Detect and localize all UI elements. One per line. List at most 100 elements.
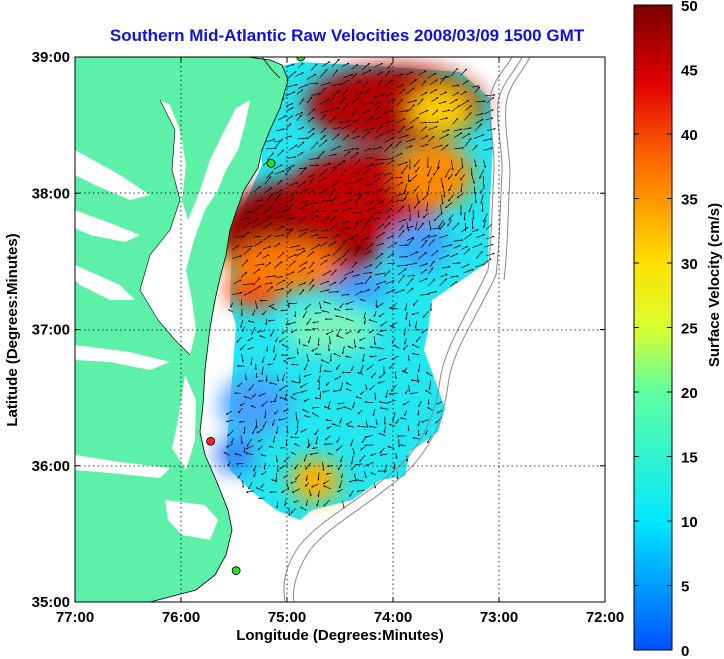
- velocity-arrow: [420, 143, 429, 148]
- velocity-arrow: [325, 419, 332, 422]
- velocity-arrow: [364, 183, 374, 186]
- velocity-arrow: [445, 168, 451, 178]
- station-marker: [231, 566, 241, 576]
- velocity-arrow: [264, 138, 276, 143]
- velocity-arrow: [233, 279, 242, 285]
- velocity-arrow: [342, 74, 354, 79]
- velocity-arrow: [363, 190, 371, 195]
- velocity-arrow: [385, 280, 395, 285]
- velocity-arrow: [340, 455, 343, 463]
- velocity-arrow: [438, 100, 447, 105]
- velocity-arrow: [336, 407, 344, 410]
- velocity-arrow: [464, 137, 472, 147]
- velocity-arrow: [409, 116, 419, 124]
- velocity-arrow: [317, 472, 320, 481]
- velocity-arrow: [395, 84, 405, 89]
- velocity-arrow: [320, 69, 328, 78]
- velocity-arrow: [375, 280, 387, 285]
- velocity-arrow: [375, 302, 384, 308]
- velocity-arrow: [401, 164, 409, 174]
- velocity-arrow: [332, 180, 338, 187]
- velocity-arrow: [448, 214, 454, 221]
- velocity-arrow: [309, 164, 319, 167]
- velocity-arrow: [331, 163, 341, 169]
- velocity-arrow: [310, 141, 318, 150]
- velocity-arrow: [288, 302, 297, 305]
- velocity-arrow: [275, 138, 283, 148]
- velocity-arrow: [232, 245, 240, 250]
- velocity-arrow: [295, 247, 305, 251]
- velocity-arrow: [278, 338, 285, 343]
- velocity-arrow: [298, 84, 309, 89]
- velocity-arrow: [405, 87, 415, 95]
- velocity-arrow: [403, 367, 408, 373]
- velocity-arrow: [288, 507, 291, 517]
- velocity-arrow: [305, 462, 312, 470]
- velocity-arrow: [399, 243, 408, 247]
- velocity-arrow: [460, 183, 463, 193]
- velocity-arrow: [342, 134, 350, 141]
- velocity-arrow: [441, 265, 451, 269]
- velocity-arrow: [372, 409, 376, 417]
- velocity-arrow: [412, 436, 420, 440]
- velocity-arrow: [407, 237, 415, 247]
- velocity-arrow: [240, 271, 248, 278]
- velocity-arrow: [281, 373, 286, 382]
- velocity-arrow: [250, 357, 253, 366]
- x-tick-label: 74:00: [374, 609, 412, 626]
- velocity-arrow: [345, 421, 353, 425]
- velocity-arrow: [286, 253, 297, 259]
- station-marker: [206, 436, 216, 446]
- velocity-arrow: [276, 179, 283, 185]
- velocity-arrow: [266, 286, 274, 293]
- velocity-arrow: [439, 133, 450, 140]
- velocity-arrow: [360, 390, 365, 395]
- velocity-arrow: [252, 285, 262, 292]
- velocity-arrow: [298, 261, 308, 268]
- velocity-arrow: [397, 161, 408, 166]
- velocity-arrow: [304, 303, 312, 310]
- velocity-arrow: [355, 218, 366, 224]
- velocity-arrow: [463, 248, 470, 255]
- velocity-arrow: [417, 409, 420, 416]
- velocity-arrow: [406, 221, 410, 232]
- velocity-arrow: [298, 231, 307, 238]
- velocity-arrow: [479, 186, 485, 194]
- y-tick-label: 35:00: [32, 594, 70, 611]
- velocity-arrow: [265, 187, 273, 193]
- velocity-arrow: [368, 384, 376, 391]
- velocity-arrow: [317, 381, 321, 391]
- velocity-arrow: [343, 270, 354, 276]
- y-tick-label: 37:00: [32, 322, 70, 339]
- velocity-arrow: [323, 485, 331, 490]
- x-axis-label: Longitude (Degrees:Minutes): [236, 627, 444, 644]
- velocity-arrow: [431, 250, 439, 257]
- velocity-arrow: [323, 406, 331, 410]
- velocity-arrow: [363, 127, 375, 131]
- velocity-arrow: [427, 407, 433, 411]
- velocity-arrow: [255, 419, 258, 429]
- velocity-arrow: [365, 156, 374, 159]
- velocity-arrow: [256, 428, 264, 434]
- velocity-arrow: [223, 451, 231, 456]
- velocity-arrow: [339, 417, 343, 424]
- velocity-arrow: [333, 353, 341, 357]
- velocity-arrow: [398, 438, 401, 448]
- velocity-arrow: [427, 72, 437, 79]
- velocity-arrow: [352, 401, 356, 409]
- x-axis-ticks: 77:00 76:00 75:00 74:00 73:00 72:00: [56, 57, 624, 626]
- velocity-arrow: [283, 499, 287, 507]
- velocity-arrow: [285, 164, 295, 170]
- velocity-arrow: [329, 281, 337, 287]
- y-tick-label: 39:00: [32, 49, 70, 66]
- velocity-arrow: [360, 446, 366, 451]
- velocity-arrow: [378, 372, 386, 379]
- velocity-arrow: [308, 284, 315, 292]
- velocity-arrow: [428, 220, 432, 231]
- velocity-arrow: [260, 454, 267, 457]
- velocity-arrow: [273, 242, 281, 248]
- velocity-arrow: [294, 311, 297, 318]
- velocity-arrow: [365, 200, 375, 206]
- velocity-arrow: [416, 194, 420, 204]
- velocity-arrow: [364, 275, 372, 285]
